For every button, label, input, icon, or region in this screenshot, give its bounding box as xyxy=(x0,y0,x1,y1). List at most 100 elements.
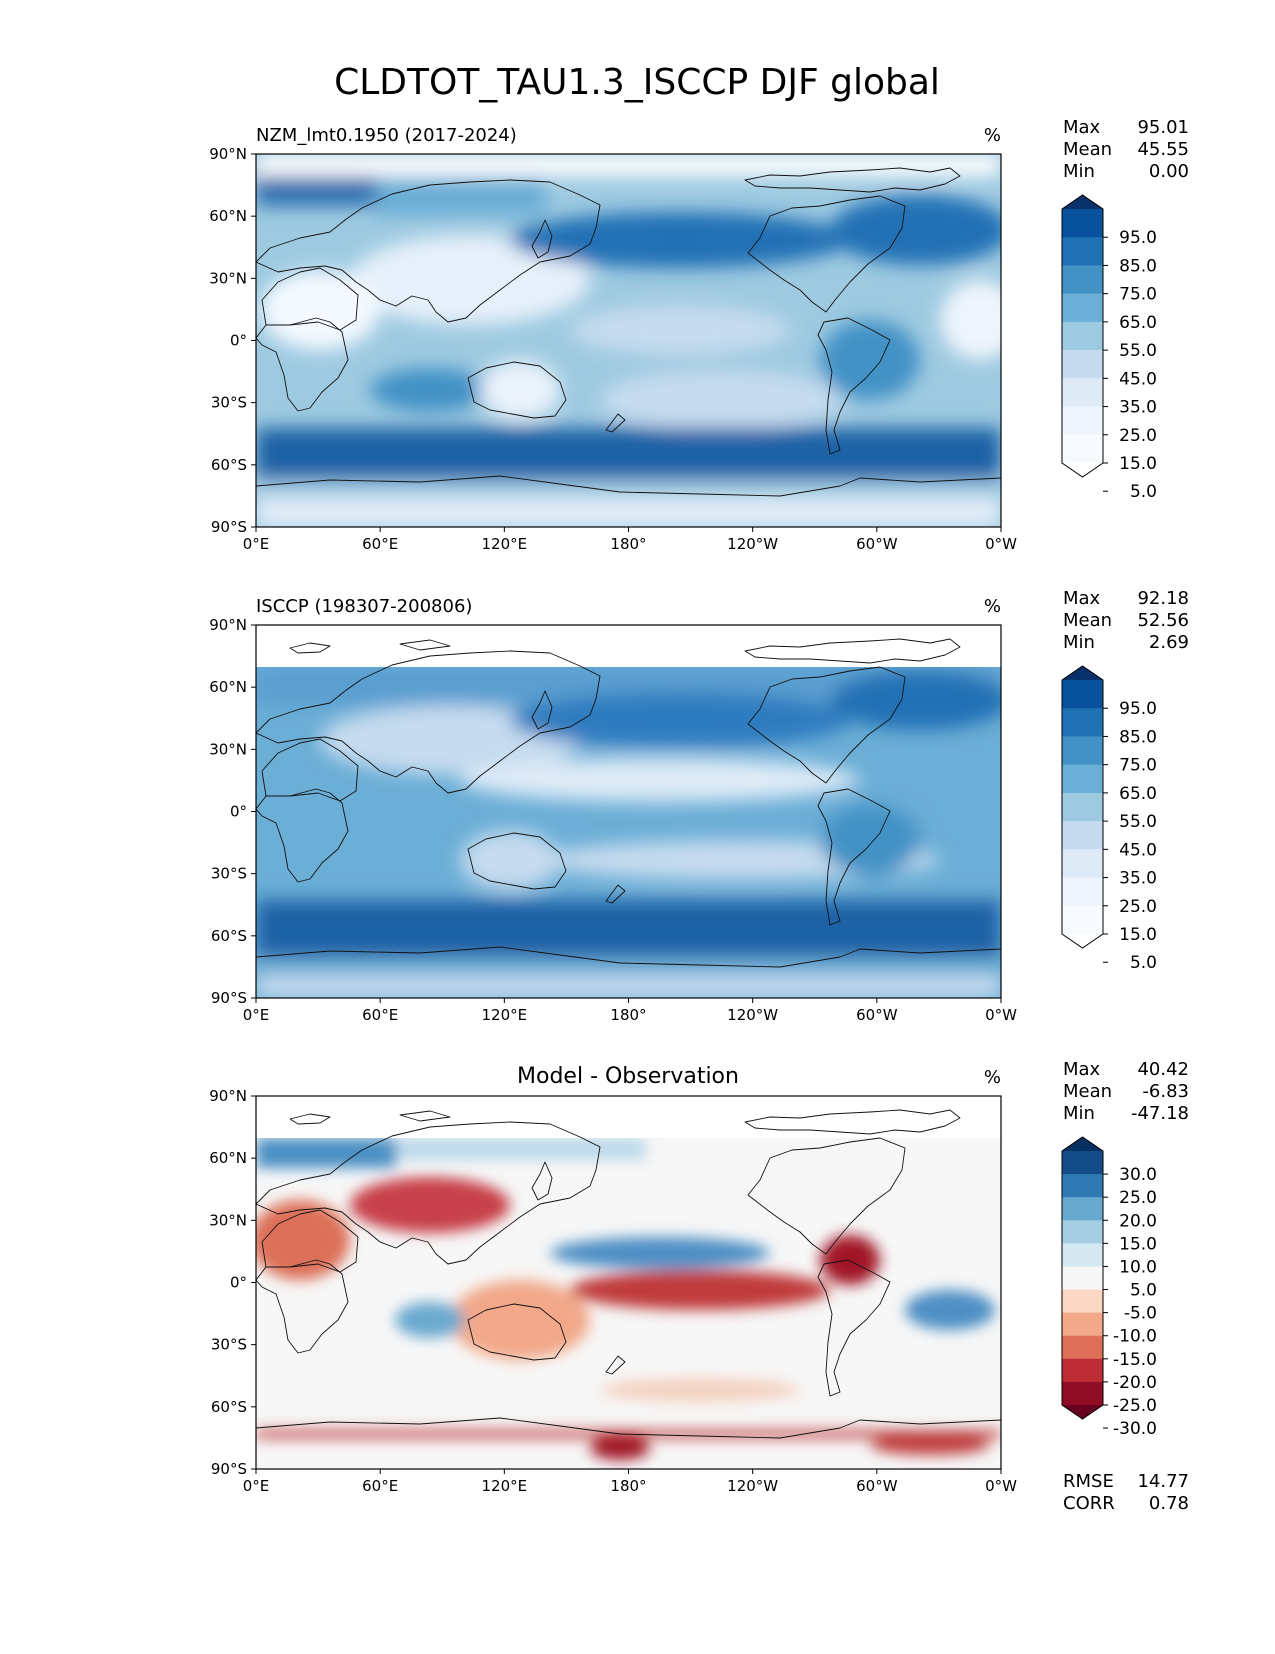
panel-left-title: NZM_lmt0.1950 (2017-2024) xyxy=(256,125,517,146)
colorbar-band xyxy=(1062,1335,1103,1360)
stat-value: 92.18 xyxy=(1137,588,1189,609)
colorbar-band xyxy=(1062,680,1103,709)
lon-tick-label: 0°E xyxy=(243,1477,270,1495)
colorbar-tick-label: -30.0 xyxy=(1113,1419,1157,1439)
lat-tick-label: 30°N xyxy=(209,1211,247,1229)
colorbar-tick-label: 35.0 xyxy=(1119,398,1157,418)
lon-tick-label: 60°W xyxy=(856,1006,898,1024)
lon-tick-label: 0°E xyxy=(243,1006,270,1024)
lat-tick-label: 60°S xyxy=(211,927,247,945)
lon-tick-label: 60°E xyxy=(362,1477,398,1495)
stat-value: 40.42 xyxy=(1137,1059,1189,1080)
lon-tick-label: 180° xyxy=(610,1006,646,1024)
stat-label: Max xyxy=(1063,1059,1101,1080)
lon-tick-label: 180° xyxy=(610,535,646,553)
stat-label: Max xyxy=(1063,117,1101,138)
stat-value: -6.83 xyxy=(1142,1081,1189,1102)
colorbar-band xyxy=(1062,1243,1103,1267)
panel-unit: % xyxy=(984,1067,1001,1088)
colorbar-tick-label: 85.0 xyxy=(1119,727,1157,747)
colorbar-tick-label: 45.0 xyxy=(1119,369,1157,389)
colorbar-extend-top xyxy=(1062,1137,1103,1151)
stat-label: Min xyxy=(1063,1103,1095,1124)
colorbar-band xyxy=(1062,434,1103,464)
lon-tick-label: 120°E xyxy=(482,535,528,553)
lat-ticks: 90°N 60°N 30°N 0° 30°S 60°S 90°S xyxy=(209,1087,256,1478)
colorbar-band xyxy=(1062,1381,1103,1406)
stat-label: Mean xyxy=(1063,1081,1112,1102)
colorbar-tick-label: -5.0 xyxy=(1124,1304,1157,1324)
lat-tick-label: 30°N xyxy=(209,269,247,287)
colorbar-tick-label: 10.0 xyxy=(1119,1257,1157,1277)
lat-tick-label: 90°N xyxy=(209,145,247,163)
colorbar-tick-label: 20.0 xyxy=(1119,1211,1157,1231)
lat-tick-label: 90°N xyxy=(209,1087,247,1105)
lat-tick-label: 90°N xyxy=(209,616,247,634)
coastlines xyxy=(256,1109,1001,1439)
stat-value: 52.56 xyxy=(1137,610,1189,631)
lat-tick-label: 90°S xyxy=(211,518,247,536)
lon-ticks: 0°E 60°E 120°E 180° 120°W 60°W 0°W xyxy=(243,527,1017,553)
colorbar-tick-label: 15.0 xyxy=(1119,925,1157,945)
stat-label: Mean xyxy=(1063,139,1112,160)
colorbar-tick-label: 15.0 xyxy=(1119,1234,1157,1254)
stat-label: Min xyxy=(1063,632,1095,653)
colorbar-tick-label: 75.0 xyxy=(1119,756,1157,776)
colorbar-band xyxy=(1062,209,1103,238)
colorbar-band xyxy=(1062,1174,1103,1198)
colorbar-tick-label: -10.0 xyxy=(1113,1327,1157,1347)
stat-label: Min xyxy=(1063,161,1095,182)
colorbar-tick-label: 75.0 xyxy=(1119,285,1157,305)
map-field xyxy=(256,625,1001,998)
colorbar-band xyxy=(1062,708,1103,737)
colorbar-tick-label: 85.0 xyxy=(1119,256,1157,276)
stat-label: Mean xyxy=(1063,610,1112,631)
colorbar-tick-label: 35.0 xyxy=(1119,869,1157,889)
lon-tick-label: 120°W xyxy=(727,1006,778,1024)
colorbar-extend-top xyxy=(1062,195,1103,209)
lon-tick-label: 60°E xyxy=(362,535,398,553)
colorbar-extend-bottom xyxy=(1062,934,1103,948)
colorbar: 30.0 25.0 20.0 15.0 10.0 5.0 -5.0 -10.0 -15.0 -20… xyxy=(1061,1136,1157,1439)
colorbar-tick-label: 65.0 xyxy=(1119,313,1157,333)
colorbar: 95.0 85.0 75.0 65.0 55.0 45.0 35.0 25.0 15.0 5.0 xyxy=(1061,665,1157,973)
colorbar-band xyxy=(1062,877,1103,907)
stats-block: Max 92.18 Mean 52.56 Min 2.69 xyxy=(1063,588,1189,653)
footer-stat-label: CORR xyxy=(1063,1493,1115,1514)
colorbar: 95.0 85.0 75.0 65.0 55.0 45.0 35.0 25.0 15.0 5.0 xyxy=(1061,194,1157,502)
colorbar-band xyxy=(1062,1312,1103,1337)
lon-tick-label: 120°E xyxy=(482,1006,528,1024)
lat-tick-label: 30°S xyxy=(211,394,247,412)
stat-label: Max xyxy=(1063,588,1101,609)
colorbar-band xyxy=(1062,1220,1103,1244)
lat-tick-label: 0° xyxy=(230,332,247,350)
colorbar-band xyxy=(1062,849,1103,879)
colorbar-band xyxy=(1062,406,1103,436)
stat-value: -47.18 xyxy=(1131,1103,1189,1124)
panel-model: NZM_lmt0.1950 (2017-2024) % xyxy=(209,117,1189,553)
stat-value: 45.55 xyxy=(1137,139,1189,160)
lon-ticks: 0°E 60°E 120°E 180° 120°W 60°W 0°W xyxy=(243,998,1017,1024)
colorbar-band xyxy=(1062,905,1103,935)
colorbar-tick-label: 45.0 xyxy=(1119,840,1157,860)
stat-value: 95.01 xyxy=(1137,117,1189,138)
colorbar-tick-label: -15.0 xyxy=(1113,1350,1157,1370)
colorbar-band xyxy=(1062,764,1103,794)
lat-tick-label: 90°S xyxy=(211,989,247,1007)
colorbar-band xyxy=(1062,321,1103,351)
panel-difference: Model - Observation % xyxy=(209,1059,1189,1514)
colorbar-tick-label: 30.0 xyxy=(1119,1165,1157,1185)
colorbar-band xyxy=(1062,293,1103,323)
colorbar-band xyxy=(1062,792,1103,822)
colorbar-tick-label: 5.0 xyxy=(1130,1281,1157,1301)
colorbar-band xyxy=(1062,1358,1103,1383)
lat-ticks: 90°N 60°N 30°N 0° 30°S 60°S 90°S xyxy=(209,616,256,1007)
colorbar-tick-label: 15.0 xyxy=(1119,454,1157,474)
panel-observation: ISCCP (198307-200806) % xyxy=(209,588,1189,1024)
colorbar-tick-label: -25.0 xyxy=(1113,1396,1157,1416)
lon-tick-label: 60°W xyxy=(856,1477,898,1495)
colorbar-band xyxy=(1062,1289,1103,1314)
map-field xyxy=(256,154,1001,527)
colorbar-band xyxy=(1062,237,1103,266)
